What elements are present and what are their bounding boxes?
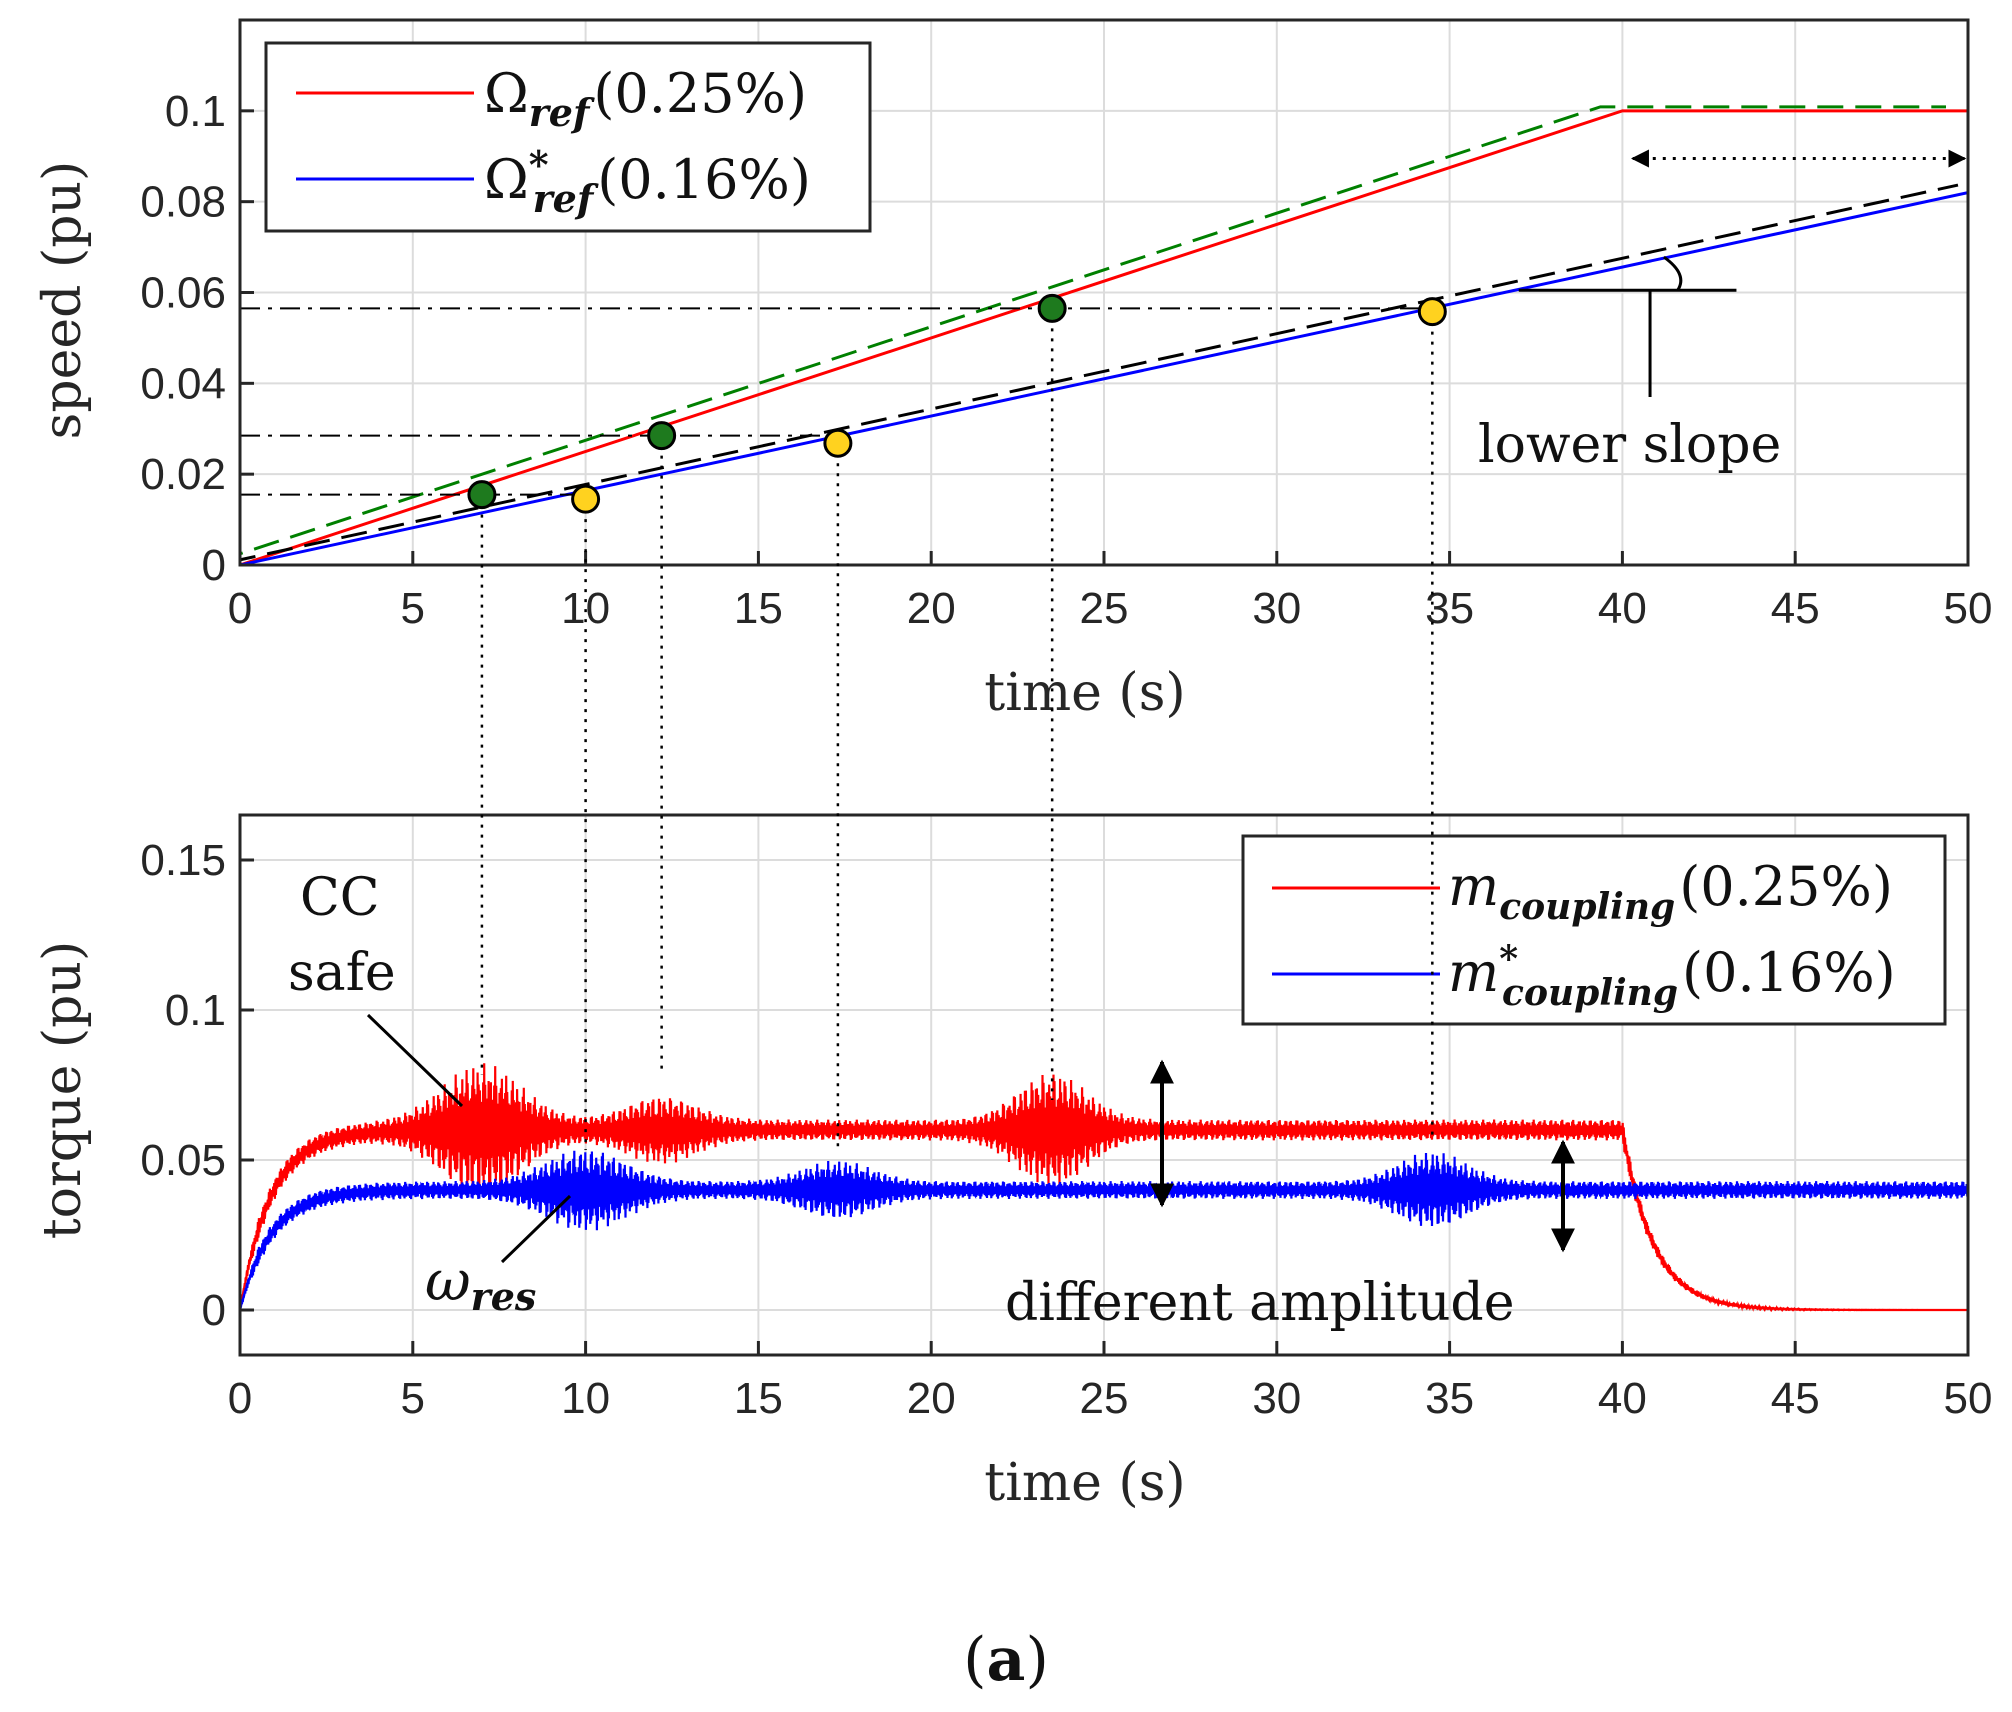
legend-value: (0.25%) <box>1679 855 1893 918</box>
caption-letter: a <box>987 1625 1026 1695</box>
torque-x-tick-label: 30 <box>1252 1374 1301 1423</box>
speed-ticks: 0 5 10 15 20 25 30 35 40 45 50 0 0.02 0.04 0.06 0.08 0.1 <box>140 87 1992 633</box>
yellow-marker <box>1417 297 1447 327</box>
torque-ticks: 0 5 10 15 20 25 30 35 40 45 50 0 0.05 0.1 0.15 <box>140 836 1992 1423</box>
yellow-marker <box>823 428 853 458</box>
legend-value: (0.16%) <box>597 148 811 211</box>
caption-close: ) <box>1025 1625 1048 1695</box>
speed-x-tick-label: 50 <box>1944 584 1993 633</box>
torque-x-tick-label: 25 <box>1080 1374 1129 1423</box>
torque-x-tick-label: 35 <box>1425 1374 1474 1423</box>
series-omega-ref-red <box>240 109 1968 565</box>
torque-y-label: torque (pu) <box>33 941 93 1240</box>
legend-sub: coupling <box>1502 972 1678 1014</box>
torque-series <box>240 1063 1968 1313</box>
speed-x-tick-label: 0 <box>228 584 252 633</box>
speed-y-tick-label: 0.08 <box>140 178 226 227</box>
cc-safe-pointer <box>366 1013 464 1108</box>
legend-sub: coupling <box>1499 886 1675 928</box>
omega-res-pointer <box>500 1194 572 1264</box>
torque-x-tick-label: 10 <box>561 1374 610 1423</box>
torque-legend: mcoupling(0.25%) m* coupling(0.16%) <box>1241 834 1947 1026</box>
torque-x-tick-label: 5 <box>401 1374 425 1423</box>
torque-x-tick-label: 50 <box>1944 1374 1993 1423</box>
speed-x-tick-label: 40 <box>1598 584 1647 633</box>
speed-y-label: speed (pu) <box>33 161 93 440</box>
different-amplitude-label: different amplitude <box>1005 1273 1515 1333</box>
speed-x-tick-label: 30 <box>1252 584 1301 633</box>
figure-caption: (a) <box>963 1625 1049 1695</box>
speed-legend-box <box>264 41 872 233</box>
legend-value: (0.16%) <box>1682 941 1896 1004</box>
green-marker <box>467 480 497 510</box>
torque-x-tick-label: 15 <box>734 1374 783 1423</box>
legend-sup: * <box>1499 938 1518 980</box>
legend-sub: ref <box>533 176 599 221</box>
series-speed-black-dashed <box>240 183 1959 562</box>
torque-x-tick-label: 20 <box>907 1374 956 1423</box>
legend-symbol: m <box>1448 855 1499 918</box>
speed-y-tick-label: 0.04 <box>140 359 226 408</box>
legend-value: (0.25%) <box>593 62 807 125</box>
legend-symbol: m <box>1448 941 1499 1004</box>
lower-slope-label: lower slope <box>1478 415 1781 475</box>
series-omega-ref-star-blue <box>240 191 1968 565</box>
torque-plot: 0 5 10 15 20 25 30 35 40 45 50 0 0.05 0.1 0.15 time (s… <box>33 813 1992 1513</box>
omega-res-label: ωres <box>425 1249 536 1319</box>
legend-symbol: Ω <box>484 148 529 211</box>
speed-y-tick-label: 0.1 <box>165 87 226 136</box>
torque-y-tick-label: 0.1 <box>165 986 226 1035</box>
annotation-overlay <box>467 293 1447 1150</box>
torque-x-label: time (s) <box>984 1453 1185 1513</box>
speed-x-tick-label: 25 <box>1080 584 1129 633</box>
speed-series <box>240 105 1968 565</box>
legend-symbol: Ω <box>484 62 529 125</box>
speed-x-tick-label: 20 <box>907 584 956 633</box>
legend-sup: * <box>529 142 549 187</box>
speed-y-tick-label: 0 <box>202 541 226 590</box>
speed-x-tick-label: 15 <box>734 584 783 633</box>
speed-x-tick-label: 5 <box>401 584 425 633</box>
cc-label: CC <box>300 868 380 928</box>
torque-y-tick-label: 0.05 <box>140 1136 226 1185</box>
speed-x-tick-label: 45 <box>1771 584 1820 633</box>
torque-x-tick-label: 45 <box>1771 1374 1820 1423</box>
speed-plot: 0 5 10 15 20 25 30 35 40 45 50 0 0.02 0.04 0.06 0.08 0.1… <box>33 18 1992 723</box>
legend-entry-m-coupling: mcoupling(0.25%) <box>1448 855 1893 928</box>
speed-x-label: time (s) <box>984 663 1185 723</box>
legend-entry-omega-ref: Ωref(0.25%) <box>484 62 807 135</box>
safe-label: safe <box>288 943 396 1003</box>
caption-open: ( <box>963 1625 986 1695</box>
speed-y-tick-label: 0.06 <box>140 269 226 318</box>
yellow-marker <box>571 484 601 514</box>
series-speed-green-dashed <box>240 105 1946 556</box>
speed-x-tick-label: 10 <box>561 584 610 633</box>
torque-legend-box <box>1241 834 1947 1026</box>
legend-sub: ref <box>529 90 595 135</box>
green-marker <box>647 421 677 451</box>
torque-y-tick-label: 0.15 <box>140 836 226 885</box>
omega-res-sub: res <box>471 1274 537 1319</box>
torque-x-tick-label: 40 <box>1598 1374 1647 1423</box>
series-m-coupling-red <box>240 1063 1968 1313</box>
green-marker <box>1037 293 1067 323</box>
torque-y-tick-label: 0 <box>202 1286 226 1335</box>
torque-x-tick-label: 0 <box>228 1374 252 1423</box>
slope-arc <box>1662 255 1683 292</box>
legend-entry-omega-ref-star: Ω* ref(0.16%) <box>484 142 811 221</box>
series-m-coupling-star-blue <box>240 1150 1968 1311</box>
omega-res-symbol: ω <box>425 1249 471 1314</box>
legend-entry-m-coupling-star: m* coupling(0.16%) <box>1448 938 1896 1014</box>
speed-legend: Ωref(0.25%) Ω* ref(0.16%) <box>264 41 872 233</box>
speed-x-tick-label: 35 <box>1425 584 1474 633</box>
speed-y-tick-label: 0.02 <box>140 450 226 499</box>
